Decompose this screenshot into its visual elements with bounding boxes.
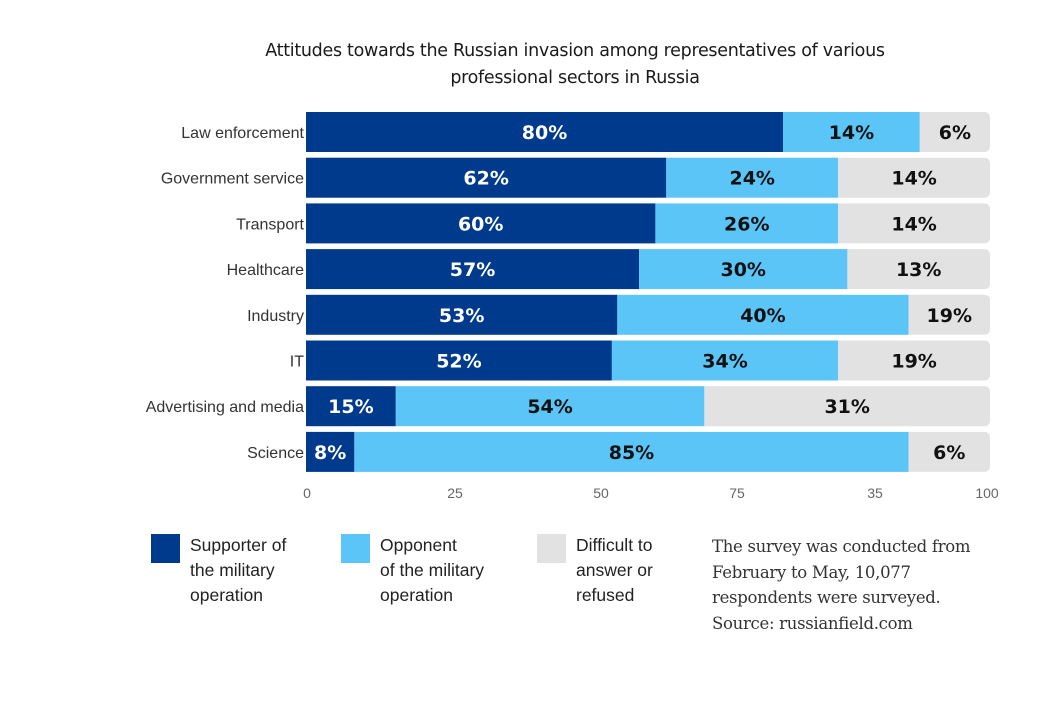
chart-title: Attitudes towards the Russian invasion a…: [150, 38, 1000, 92]
bar-segment-supporter-healthcare: [306, 249, 640, 290]
bars-group: 80% 14% 6% 62% 24% 14% 60% 26% 14% 57% 30% 13% 53% 40…: [306, 112, 990, 472]
category-label-government-service: Government service: [161, 171, 304, 188]
data-label-difficult-science: 6%: [933, 442, 965, 464]
data-label-opponent-healthcare: 30%: [720, 259, 765, 281]
data-label-supporter-healthcare: 57%: [450, 259, 495, 281]
data-label-supporter-government-service: 62%: [463, 168, 508, 190]
bar-segment-opponent-advertising-and-media: [395, 386, 705, 427]
bar-segment-difficult-law-enforcement: [919, 112, 990, 152]
bar-segment-difficult-advertising-and-media: [704, 386, 990, 427]
bar-row-government-service: 62% 24% 14%: [306, 157, 990, 198]
data-label-opponent-advertising-and-media: 54%: [527, 396, 572, 418]
x-tick-label: 100: [975, 485, 999, 501]
bar-segment-difficult-government-service: [838, 157, 990, 198]
data-label-supporter-law-enforcement: 80%: [522, 122, 567, 144]
bar-segment-opponent-it: [611, 340, 839, 381]
data-label-difficult-law-enforcement: 6%: [939, 122, 971, 144]
data-label-difficult-it: 19%: [891, 351, 936, 373]
category-label-industry: Industry: [247, 308, 304, 325]
category-label-advertising-and-media: Advertising and media: [146, 399, 304, 416]
bar-segment-supporter-law-enforcement: [306, 112, 783, 152]
data-label-supporter-advertising-and-media: 15%: [328, 396, 373, 418]
category-label-it: IT: [290, 354, 304, 371]
bar-segment-supporter-government-service: [306, 157, 667, 198]
data-label-opponent-industry: 40%: [740, 305, 785, 327]
category-label-law-enforcement: Law enforcement: [181, 125, 304, 142]
data-label-opponent-it: 34%: [702, 351, 747, 373]
x-tick-label: 0: [303, 485, 311, 501]
chart-title-line-1: Attitudes towards the Russian invasion a…: [265, 41, 885, 61]
bar-segment-supporter-science: [306, 431, 355, 472]
bar-segment-opponent-government-service: [666, 157, 839, 198]
data-label-opponent-government-service: 24%: [729, 168, 774, 190]
category-label-healthcare: Healthcare: [227, 262, 304, 279]
legend-swatch-opponent: [341, 534, 370, 563]
bar-row-advertising-and-media: 15% 54% 31%: [306, 386, 990, 427]
data-label-difficult-transport: 14%: [891, 213, 936, 235]
bar-segment-supporter-transport: [306, 203, 656, 244]
bar-segment-supporter-industry: [306, 294, 618, 335]
x-tick-label: 25: [447, 485, 463, 501]
bar-segment-supporter-advertising-and-media: [306, 386, 396, 427]
bar-row-law-enforcement: 80% 14% 6%: [306, 112, 990, 152]
data-label-opponent-science: 85%: [609, 442, 654, 464]
data-label-difficult-government-service: 14%: [891, 168, 936, 190]
category-labels: Law enforcement Government service Transpo…: [146, 125, 305, 462]
legend-item-supporter: Supporter of the military operation: [151, 533, 286, 608]
legend-label-difficult: Difficult to answer or refused: [576, 535, 653, 605]
bar-segment-opponent-law-enforcement: [783, 112, 920, 152]
data-label-supporter-industry: 53%: [439, 305, 484, 327]
bar-segment-supporter-it: [306, 340, 612, 381]
data-label-difficult-healthcare: 13%: [896, 259, 941, 281]
data-label-supporter-it: 52%: [436, 351, 481, 373]
stacked-bar-chart: 80% 14% 6% 62% 24% 14% 60% 26% 14% 57% 30% 13% 53% 40…: [146, 112, 999, 501]
legend-item-difficult: Difficult to answer or refused: [537, 533, 653, 608]
data-label-opponent-law-enforcement: 14%: [829, 122, 874, 144]
legend-item-opponent: Opponent of the military operation: [341, 533, 484, 608]
bar-segment-opponent-healthcare: [639, 249, 848, 290]
category-label-transport: Transport: [236, 216, 304, 233]
bar-segment-opponent-transport: [655, 203, 839, 244]
legend-swatch-difficult: [537, 534, 566, 563]
bar-row-it: 52% 34% 19%: [306, 340, 990, 381]
survey-source-note: The survey was conducted from February t…: [712, 537, 971, 633]
data-label-opponent-transport: 26%: [724, 213, 769, 235]
bar-segment-opponent-science: [354, 431, 909, 472]
data-label-supporter-transport: 60%: [458, 213, 503, 235]
x-tick-label: 75: [729, 485, 745, 501]
x-tick-label: 50: [593, 485, 609, 501]
chart-title-line-2: professional sectors in Russia: [450, 68, 700, 88]
x-tick-label: 35: [867, 485, 883, 501]
bar-row-industry: 53% 40% 19%: [306, 294, 990, 335]
x-axis-ticks: 0 25 50 75 35 100: [303, 485, 999, 501]
bar-row-transport: 60% 26% 14%: [306, 203, 990, 244]
legend-swatch-supporter: [151, 534, 180, 563]
bar-row-healthcare: 57% 30% 13%: [306, 249, 990, 290]
bar-segment-difficult-transport: [838, 203, 990, 244]
legend-label-supporter: Supporter of the military operation: [190, 535, 287, 605]
bar-segment-difficult-science: [908, 431, 990, 472]
legend-label-opponent: Opponent of the military operation: [380, 535, 485, 605]
data-label-supporter-science: 8%: [314, 442, 346, 464]
category-label-science: Science: [247, 445, 304, 462]
bar-segment-opponent-industry: [617, 294, 909, 335]
bar-row-science: 8% 85% 6%: [306, 431, 990, 472]
data-label-difficult-advertising-and-media: 31%: [824, 396, 869, 418]
bar-segment-difficult-industry: [908, 294, 990, 335]
bar-segment-difficult-it: [838, 340, 990, 381]
data-label-difficult-industry: 19%: [927, 305, 972, 327]
bar-segment-difficult-healthcare: [847, 249, 990, 290]
